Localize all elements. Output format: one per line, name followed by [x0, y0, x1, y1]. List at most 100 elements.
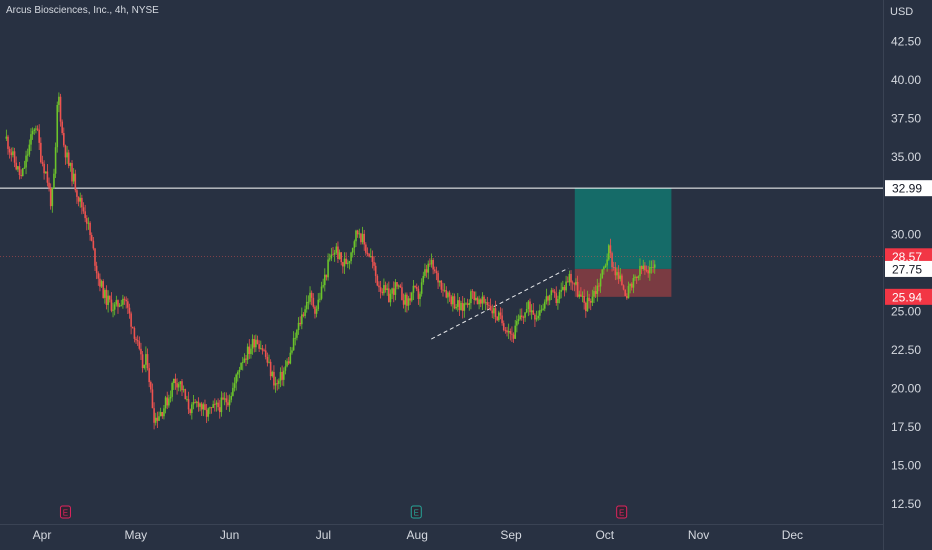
candle-body	[164, 397, 167, 409]
candle-body	[476, 297, 479, 305]
candle-body	[282, 370, 285, 380]
target-zone[interactable]	[574, 188, 672, 269]
candle-body	[43, 163, 45, 174]
candle-body	[113, 304, 116, 310]
candle-body	[263, 350, 265, 352]
candle-body	[307, 301, 310, 303]
candle-body	[365, 244, 367, 253]
candle-body	[53, 173, 55, 189]
candle-body	[292, 338, 295, 351]
candle-body	[61, 121, 63, 134]
candle-body	[266, 356, 269, 363]
candle-body	[79, 197, 82, 202]
candle-body	[246, 346, 249, 360]
candle-body	[627, 285, 630, 299]
candle-body	[351, 247, 354, 253]
candle-body	[366, 252, 369, 254]
candle-body	[117, 300, 119, 307]
trendline[interactable]	[431, 267, 569, 340]
x-tick-label: May	[124, 528, 147, 542]
candle-body	[568, 273, 571, 283]
candle-body	[281, 371, 283, 380]
candle-body	[571, 282, 574, 284]
candle-body	[645, 270, 648, 271]
candle-body	[376, 275, 379, 286]
candle-body	[131, 326, 134, 328]
candle-body	[338, 252, 341, 260]
candle-body	[10, 152, 13, 156]
candle-body	[153, 408, 155, 423]
candle-body	[161, 412, 164, 417]
candle-body	[509, 331, 512, 334]
candle-body	[575, 282, 577, 285]
candle-body	[38, 129, 40, 143]
candle-body	[184, 389, 187, 400]
y-tick-label: 35.00	[891, 150, 921, 164]
candle-body	[182, 389, 185, 391]
candle-body	[202, 404, 205, 410]
candle-body	[205, 409, 208, 417]
candle-body	[207, 408, 210, 417]
candle-body	[603, 267, 605, 270]
candle-body	[383, 285, 385, 294]
candle-body	[13, 151, 16, 163]
candle-body	[401, 287, 403, 301]
candle-body	[112, 309, 114, 311]
candle-body	[552, 290, 554, 292]
candle-body	[315, 309, 318, 314]
candle-body	[593, 291, 595, 297]
candle-body	[209, 407, 211, 409]
candle-body	[450, 296, 453, 305]
candle-body	[204, 404, 206, 410]
candle-body	[456, 300, 459, 307]
y-tick-label: 37.50	[891, 112, 921, 126]
candle-body	[97, 273, 100, 279]
candle-body	[187, 399, 190, 410]
candle-body	[529, 301, 531, 313]
earnings-marker-label: E	[414, 509, 419, 518]
candle-body	[470, 291, 472, 304]
candle-body	[507, 331, 510, 333]
candle-body	[302, 314, 305, 316]
candle-body	[614, 267, 617, 276]
candle-body	[644, 265, 646, 271]
candle-body	[550, 290, 553, 296]
candle-body	[140, 348, 142, 355]
price-label-text: 28.57	[892, 250, 922, 264]
x-axis[interactable]: Apr May Jun Jul Aug Sep Oct Nov Dec	[0, 524, 883, 543]
candle-body	[511, 333, 513, 335]
candle-body	[637, 276, 640, 278]
currency-label[interactable]: USD	[890, 6, 914, 18]
candle-body	[115, 300, 118, 305]
position-zones[interactable]	[574, 188, 672, 297]
candle-body	[136, 340, 139, 342]
candle-body	[419, 293, 421, 299]
candle-body	[647, 270, 649, 274]
earnings-marker-box	[410, 505, 422, 519]
candle-body	[598, 285, 600, 287]
candle-body	[243, 358, 246, 363]
candle-body	[599, 278, 602, 287]
earnings-marker[interactable]: E	[59, 505, 71, 519]
candle-body	[90, 235, 93, 241]
candle-body	[123, 298, 126, 300]
earnings-marker[interactable]: E	[616, 505, 628, 519]
candle-body	[475, 297, 477, 301]
candle-body	[384, 285, 387, 291]
candle-body	[438, 280, 441, 283]
candle-body	[46, 171, 49, 183]
candle-body	[558, 291, 561, 299]
candle-body	[30, 134, 32, 145]
earnings-marker[interactable]: E	[410, 505, 422, 519]
candle-body	[166, 397, 169, 406]
candle-body	[411, 292, 413, 301]
candle-body	[453, 296, 456, 309]
stop-zone[interactable]	[574, 268, 672, 297]
price-label: 27.75	[885, 260, 932, 277]
candle-body	[328, 258, 331, 260]
candle-body	[512, 334, 515, 339]
